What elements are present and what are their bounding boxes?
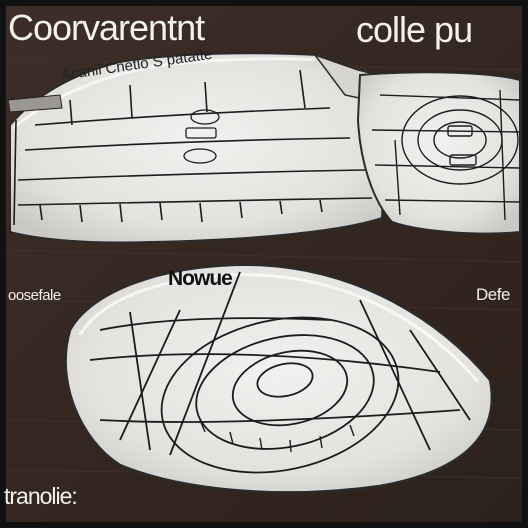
bottom-plate	[64, 263, 494, 494]
left-label: oosefale	[8, 287, 61, 304]
title-right: colle pu	[356, 9, 473, 50]
top-plate	[9, 52, 392, 244]
right-label: Defe	[476, 285, 510, 304]
right-plate	[356, 71, 521, 235]
bottom-label: tranolie:	[4, 483, 78, 509]
title-main: Coorvarentnt	[8, 7, 205, 48]
bottom-plate-title: Nowue	[168, 267, 233, 290]
knife	[7, 94, 63, 113]
